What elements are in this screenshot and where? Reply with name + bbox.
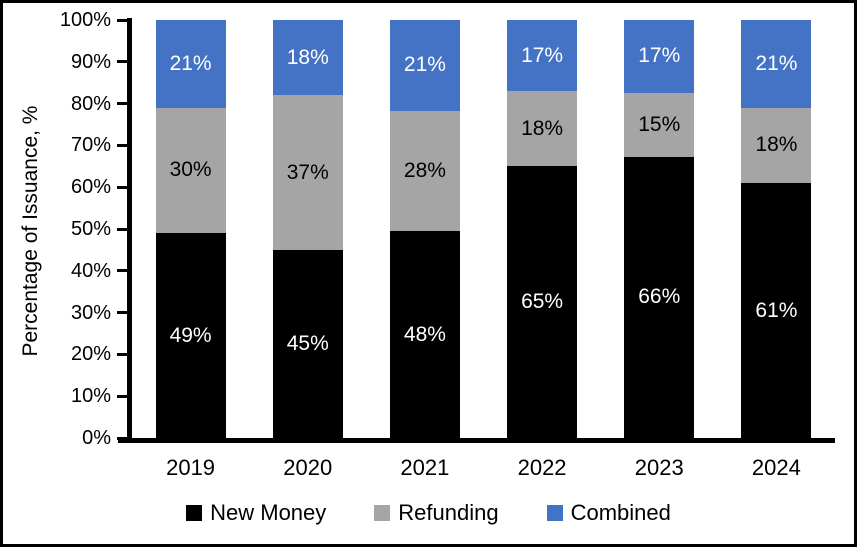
bar-segment-label: 66%: [638, 285, 681, 309]
bar-segment-combined: 17%: [624, 20, 695, 93]
bar-segment-label: 45%: [286, 331, 329, 355]
x-axis-label: 2019: [166, 455, 216, 480]
legend-item-combined: Combined: [546, 500, 671, 526]
y-axis-tick: [117, 60, 127, 64]
y-axis-tick: [117, 185, 127, 189]
bar-2023: 66% 15% 17%: [624, 20, 695, 438]
legend-item-label: New Money: [210, 500, 327, 525]
bar-2019: 49% 30% 21%: [155, 20, 226, 438]
y-axis-tick: [117, 18, 127, 22]
bar-segment-new-money: 45%: [272, 249, 343, 438]
x-axis-label: 2021: [400, 455, 450, 480]
bar-segment-new-money: 48%: [389, 231, 460, 438]
x-axis-label: 2022: [517, 455, 567, 480]
legend-item-new-money: New Money: [186, 500, 326, 526]
y-axis-tick-label: 100%: [59, 9, 111, 31]
y-axis-tick-label: 40%: [70, 259, 111, 282]
y-axis-tick-label: 10%: [70, 385, 111, 408]
x-axis-label: 2023: [634, 455, 684, 480]
bar-segment-combined: 21%: [389, 20, 460, 111]
x-axis-label: 2020: [283, 455, 333, 480]
bar-2021: 48% 28% 21%: [389, 20, 460, 438]
legend-item-refunding: Refunding: [374, 500, 499, 526]
bar-segment-label: 15%: [638, 112, 681, 136]
bar-segment-label: 21%: [403, 53, 446, 77]
bar-segment-refunding: 30%: [155, 107, 226, 234]
y-axis-tick: [117, 311, 127, 315]
bar-segment-label: 18%: [521, 116, 564, 140]
bar-segment-label: 28%: [403, 158, 446, 182]
bar-segment-refunding: 18%: [741, 107, 812, 184]
y-axis-tick: [117, 436, 127, 440]
bar-segment-combined: 21%: [155, 20, 226, 108]
bar-segment-label: 61%: [755, 298, 798, 322]
bar-segment-new-money: 61%: [741, 183, 812, 438]
legend-swatch: [374, 505, 391, 521]
y-axis-tick-label: 60%: [70, 176, 111, 199]
y-axis-tick: [117, 227, 127, 231]
bar-segment-label: 21%: [755, 51, 798, 75]
bar-segment-combined: 21%: [741, 20, 812, 108]
bar-segment-combined: 18%: [272, 20, 343, 96]
bar-segment-label: 17%: [521, 43, 564, 67]
bar-2024: 61% 18% 21%: [741, 20, 812, 438]
bar-segment-combined: 17%: [507, 20, 578, 92]
bar-segment-label: 21%: [169, 51, 212, 75]
bar-segment-label: 37%: [286, 160, 329, 184]
y-axis-tick: [117, 143, 127, 147]
legend-swatch: [546, 505, 563, 521]
y-axis-tick-label: 70%: [70, 134, 111, 157]
bar-segment-new-money: 49%: [155, 233, 226, 438]
x-axis-line: [118, 438, 835, 443]
y-axis-tick-label: 50%: [70, 218, 111, 240]
legend: New Money Refunding Combined: [3, 496, 854, 530]
y-axis-tick-label: 80%: [70, 92, 111, 115]
x-axis-label: 2024: [751, 455, 801, 480]
y-axis-tick-label: 0%: [82, 427, 111, 449]
bar-segment-refunding: 28%: [389, 110, 460, 232]
legend-swatch: [186, 505, 203, 521]
bar-segment-refunding: 37%: [272, 95, 343, 250]
bar-segment-refunding: 15%: [624, 92, 695, 157]
bar-segment-new-money: 66%: [624, 156, 695, 438]
bar-segment-label: 48%: [403, 322, 446, 346]
bar-2022: 65% 18% 17%: [507, 20, 578, 438]
y-axis-tick-label: 30%: [70, 301, 111, 324]
bar-2020: 45% 37% 18%: [272, 20, 343, 438]
y-axis-line: [127, 18, 132, 443]
bar-segment-label: 30%: [169, 158, 212, 182]
y-axis-tick-label: 20%: [70, 343, 111, 366]
y-axis-tick: [117, 352, 127, 356]
y-axis-tick: [117, 269, 127, 273]
bar-segment-label: 49%: [169, 323, 212, 347]
legend-item-label: Combined: [570, 500, 671, 525]
bar-segment-new-money: 65%: [507, 166, 578, 438]
bar-segment-label: 18%: [286, 45, 329, 69]
y-axis-tick: [117, 394, 127, 398]
legend-item-label: Refunding: [398, 500, 499, 525]
bar-segment-label: 65%: [521, 290, 564, 314]
bar-segment-label: 18%: [755, 133, 798, 157]
bar-segment-label: 17%: [638, 44, 681, 68]
y-axis-tick-label: 90%: [70, 50, 111, 73]
y-axis-tick: [117, 102, 127, 106]
bar-segment-refunding: 18%: [507, 91, 578, 167]
